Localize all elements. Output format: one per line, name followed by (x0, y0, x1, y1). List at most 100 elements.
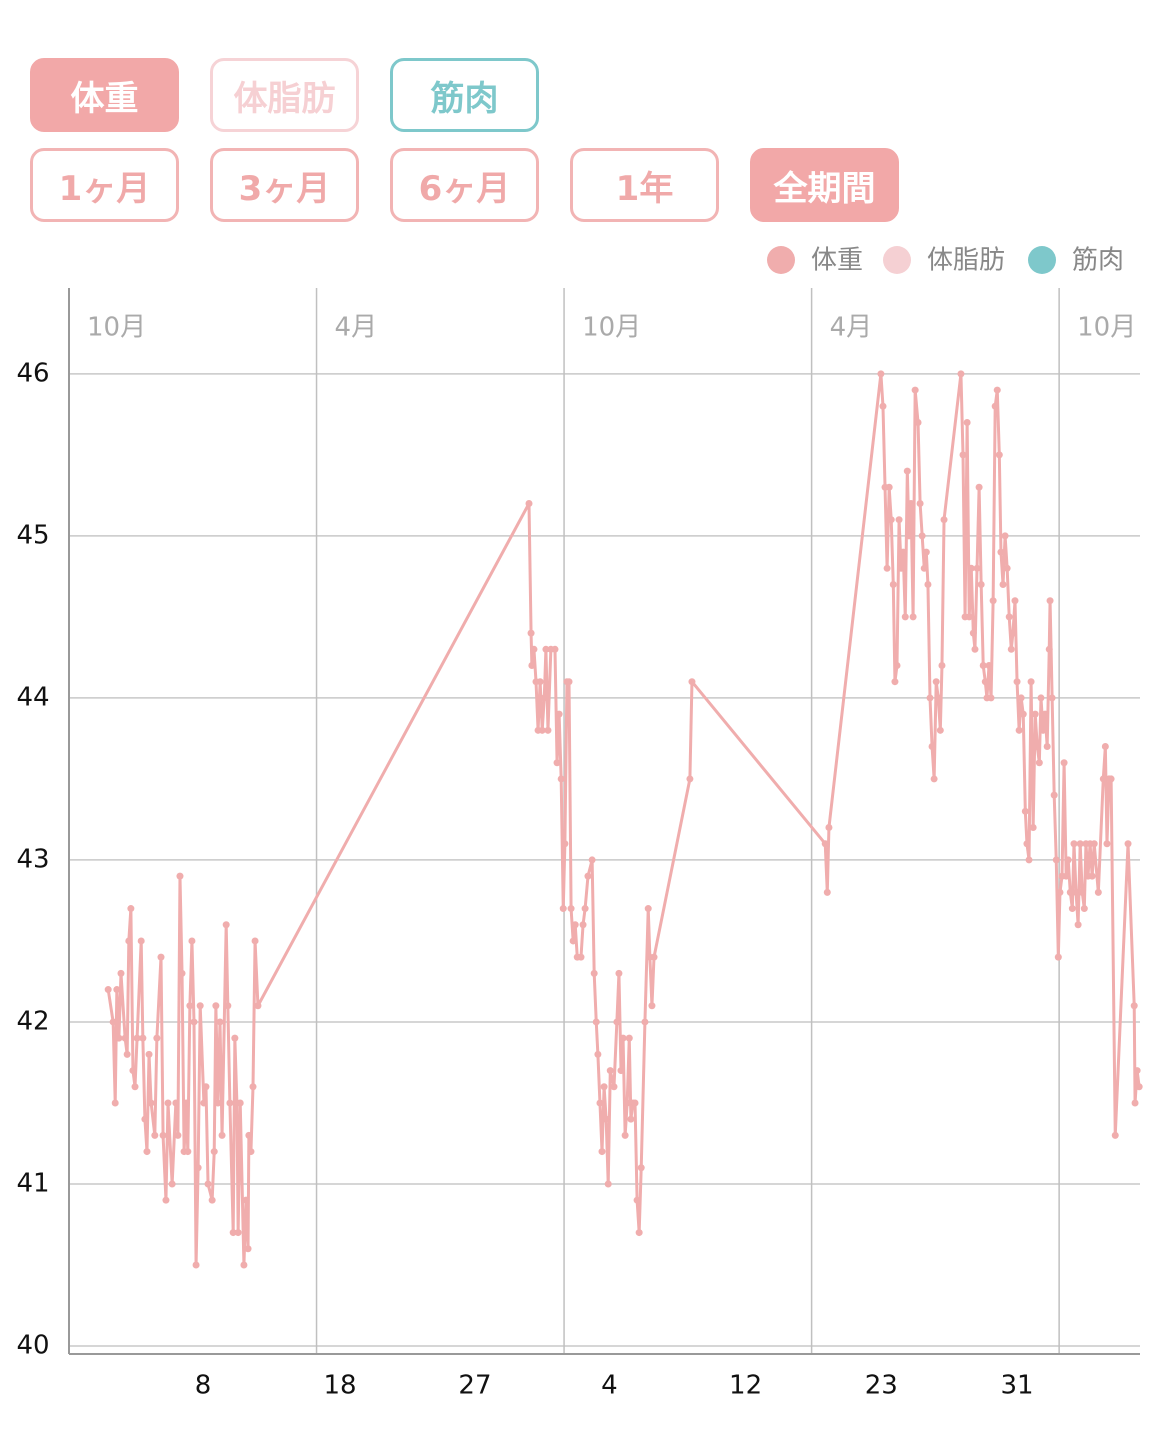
data-point (178, 969, 186, 977)
data-point (1131, 1099, 1139, 1107)
metric-button[interactable]: 筋肉 (390, 58, 539, 132)
data-point (162, 1196, 170, 1204)
data-point (1052, 856, 1060, 864)
period-button[interactable]: 全期間 (750, 148, 899, 222)
data-point (164, 1099, 172, 1107)
data-point (957, 370, 965, 378)
data-point (145, 1050, 153, 1058)
data-point (879, 402, 887, 410)
data-point (1103, 840, 1111, 848)
data-point (202, 1083, 210, 1091)
data-point (129, 1067, 137, 1075)
data-point (930, 775, 938, 783)
data-point (251, 937, 259, 945)
data-point (644, 905, 652, 913)
x-tick-label: 18 (324, 1371, 357, 1401)
data-point (115, 1034, 123, 1042)
data-point (1124, 840, 1132, 848)
data-point (602, 1115, 610, 1123)
data-point (528, 662, 536, 670)
data-point (530, 645, 538, 653)
data-point (985, 662, 993, 670)
data-point (196, 1002, 204, 1010)
y-tick-label: 46 (16, 358, 49, 388)
data-point (222, 921, 230, 929)
x-top-tick-label: 10月 (87, 313, 146, 343)
metric-button[interactable]: 体重 (30, 58, 179, 132)
data-point (883, 564, 891, 572)
data-point (991, 402, 999, 410)
data-point (1060, 759, 1068, 767)
data-point (236, 1099, 244, 1107)
data-point (981, 678, 989, 686)
metric-button[interactable]: 体脂肪 (210, 58, 359, 132)
data-point (561, 840, 569, 848)
data-point (1074, 921, 1082, 929)
data-point (615, 969, 623, 977)
data-point (606, 1067, 614, 1075)
data-point (635, 1229, 643, 1237)
data-point (967, 564, 975, 572)
data-point (909, 613, 917, 621)
data-point (631, 1099, 639, 1107)
data-point (1007, 645, 1015, 653)
data-point (212, 1002, 220, 1010)
x-tick-label: 8 (195, 1371, 212, 1401)
data-point (216, 1018, 224, 1026)
data-point (621, 1131, 629, 1139)
data-point (137, 937, 145, 945)
data-point (688, 678, 696, 686)
data-point (920, 564, 928, 572)
data-point (159, 1131, 167, 1139)
data-point (151, 1131, 159, 1139)
data-point (123, 1050, 131, 1058)
data-point (567, 905, 575, 913)
data-point (1043, 743, 1051, 751)
x-top-tick-label: 4月 (830, 313, 873, 343)
data-point (153, 1034, 161, 1042)
data-point (194, 1164, 202, 1172)
data-point (559, 905, 567, 913)
data-point (125, 937, 133, 945)
data-point (133, 1034, 141, 1042)
data-point (911, 386, 919, 394)
data-point (926, 694, 934, 702)
data-point (571, 921, 579, 929)
data-point (1045, 645, 1053, 653)
x-top-tick-label: 10月 (1077, 313, 1136, 343)
data-point (143, 1148, 151, 1156)
x-top-tick-label: 4月 (335, 313, 378, 343)
data-point (109, 1018, 117, 1026)
data-point (1066, 888, 1074, 896)
data-point (590, 969, 598, 977)
data-point (157, 953, 165, 961)
data-point (633, 1196, 641, 1204)
period-button[interactable]: 1年 (570, 148, 719, 222)
data-point (821, 840, 829, 848)
data-point (1078, 888, 1086, 896)
data-point (623, 1099, 631, 1107)
data-point (214, 1099, 222, 1107)
data-point (111, 1099, 119, 1107)
data-point (989, 597, 997, 605)
data-point (999, 580, 1007, 588)
data-point (938, 662, 946, 670)
data-point (637, 1164, 645, 1172)
data-point (901, 613, 909, 621)
data-point (1072, 888, 1080, 896)
data-point (922, 548, 930, 556)
data-point (254, 1002, 262, 1010)
data-point (993, 386, 1001, 394)
period-button[interactable]: 1ヶ月 (30, 148, 179, 222)
data-point (924, 580, 932, 588)
data-point (231, 1034, 239, 1042)
data-point (1056, 888, 1064, 896)
data-point (184, 1148, 192, 1156)
data-point (1135, 1083, 1143, 1091)
data-point (965, 613, 973, 621)
period-button[interactable]: 3ヶ月 (210, 148, 359, 222)
period-button[interactable]: 6ヶ月 (390, 148, 539, 222)
x-tick-label: 4 (601, 1371, 618, 1401)
data-point (1005, 613, 1013, 621)
